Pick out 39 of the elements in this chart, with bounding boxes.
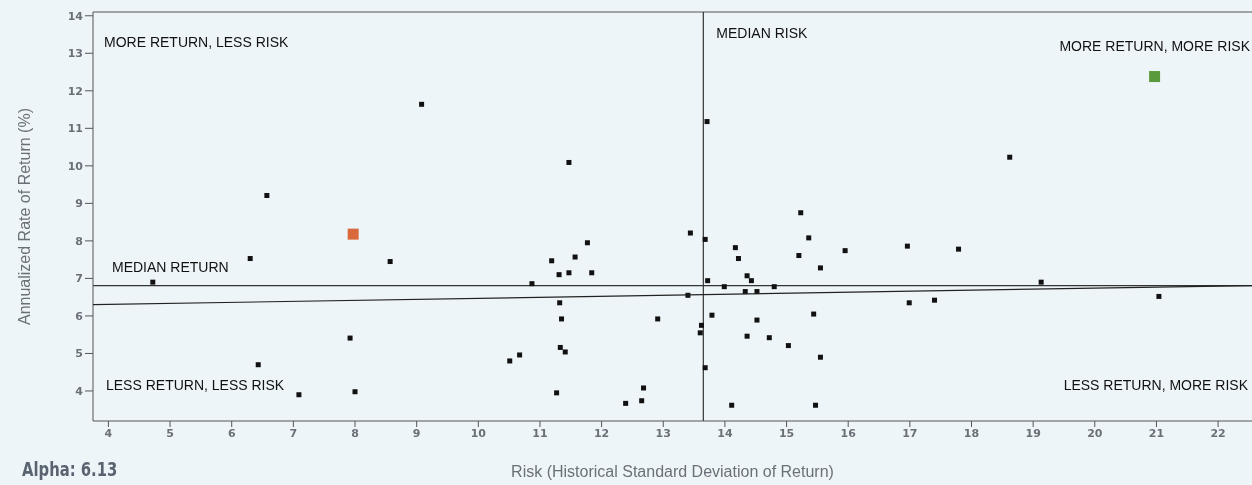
x-tick-label: 9 — [412, 426, 421, 440]
x-tick-label: 7 — [289, 426, 298, 440]
x-tick-label: 5 — [166, 426, 174, 440]
x-tick-label: 18 — [963, 426, 980, 440]
x-tick-label: 11 — [532, 426, 548, 440]
x-tick-label: 14 — [717, 426, 733, 440]
x-tick-label: 4 — [104, 426, 113, 440]
x-tick-label: 15 — [778, 426, 795, 440]
x-tick-label: 13 — [655, 426, 671, 440]
x-axis-title: Risk (Historical Standard Deviation of Return) — [511, 463, 834, 480]
annotation: MORE RETURN, MORE RISK — [1059, 38, 1250, 54]
y-tick-label: 8 — [75, 234, 83, 248]
y-tick-label: 7 — [75, 272, 83, 286]
x-tick-label: 16 — [840, 426, 857, 440]
x-tick-label: 20 — [1087, 426, 1103, 440]
ref-line-label: MEDIAN RETURN — [112, 258, 229, 275]
x-tick-label: 6 — [227, 426, 236, 440]
x-tick-label: 12 — [593, 426, 610, 440]
y-tick-label: 13 — [67, 47, 83, 61]
x-tick-label: 10 — [470, 426, 487, 440]
ref-line-label: MEDIAN RISK — [716, 25, 808, 41]
x-tick-label: 22 — [1210, 426, 1226, 440]
annotation: MORE RETURN, LESS RISK — [104, 34, 289, 50]
y-tick-label: 12 — [67, 84, 83, 98]
y-tick-label: 4 — [75, 384, 84, 398]
x-tick-label: 21 — [1148, 426, 1165, 440]
y-tick-label: 6 — [75, 309, 84, 323]
y-tick-label: 5 — [75, 347, 83, 361]
y-axis-title: Annualized Rate of Return (%) — [15, 108, 33, 325]
y-tick-label: 14 — [67, 9, 84, 23]
x-tick-label: 17 — [902, 426, 918, 440]
y-tick-label: 9 — [75, 197, 83, 211]
annotation: LESS RETURN, LESS RISK — [106, 377, 285, 393]
x-tick-label: 8 — [351, 426, 359, 440]
y-tick-label: 11 — [67, 122, 83, 136]
text: Alpha: 6.13 — [22, 458, 118, 480]
annotation: LESS RETURN, MORE RISK — [1063, 377, 1248, 393]
y-tick-label: 10 — [67, 159, 84, 173]
x-tick-label: 19 — [1025, 426, 1041, 440]
